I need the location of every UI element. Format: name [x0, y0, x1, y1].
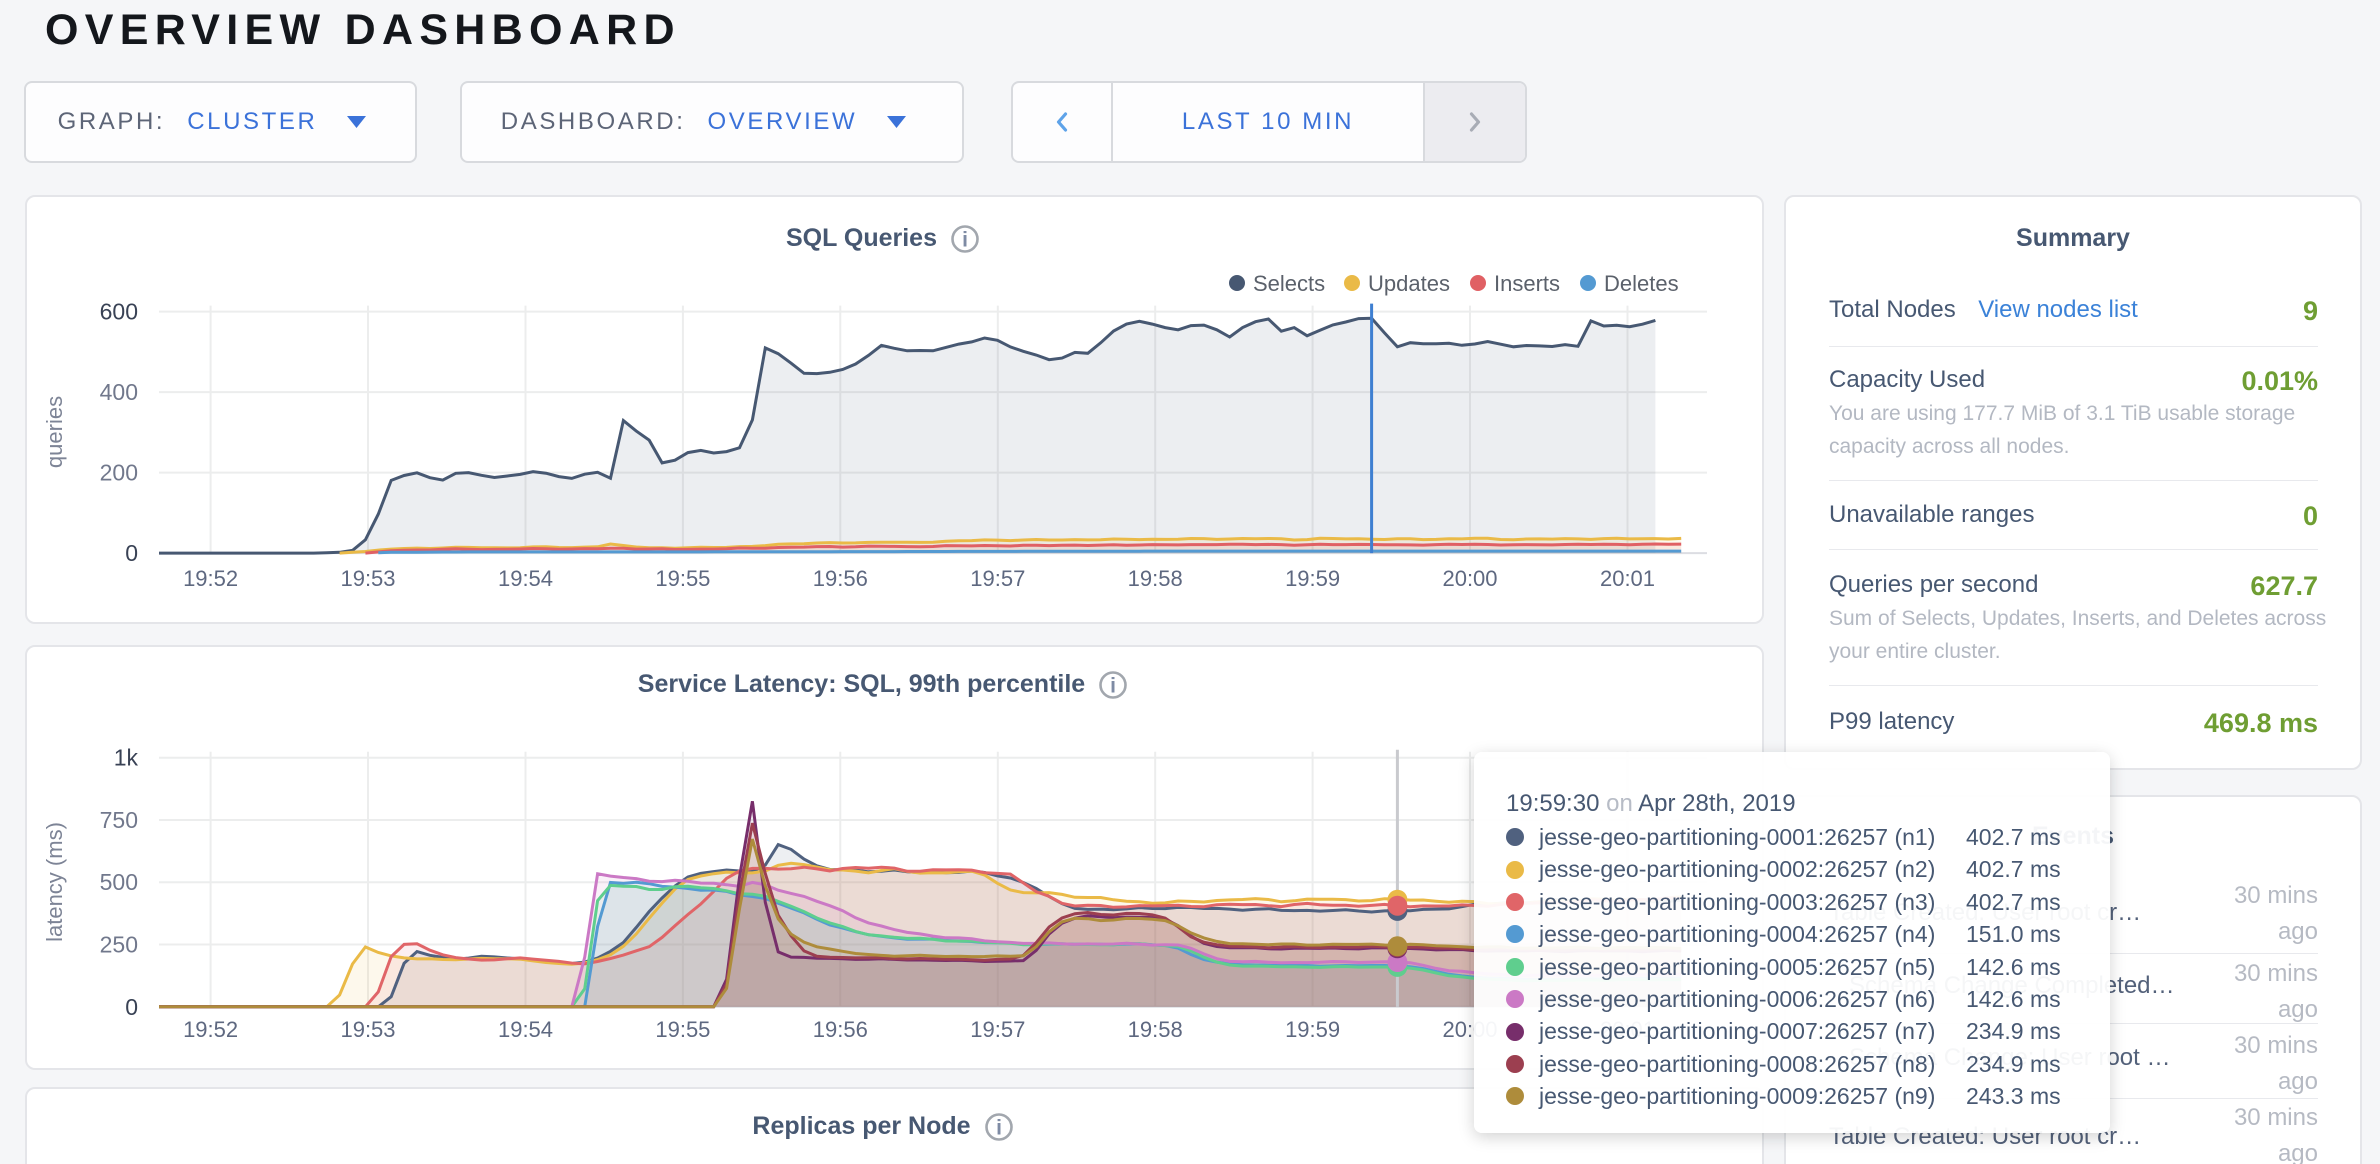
svg-text:19:58: 19:58	[1128, 566, 1183, 591]
svg-text:19:54: 19:54	[498, 566, 553, 591]
svg-text:latency (ms): latency (ms)	[42, 822, 67, 942]
svg-text:Updates: Updates	[1368, 271, 1450, 296]
svg-text:19:56: 19:56	[813, 566, 868, 591]
svg-text:20:00: 20:00	[1442, 566, 1497, 591]
svg-text:400: 400	[100, 379, 138, 405]
svg-text:500: 500	[100, 869, 138, 895]
svg-text:19:53: 19:53	[340, 1017, 395, 1042]
svg-text:250: 250	[100, 932, 138, 958]
svg-text:Inserts: Inserts	[1494, 271, 1560, 296]
svg-text:Selects: Selects	[1253, 271, 1325, 296]
svg-text:19:55: 19:55	[655, 1017, 710, 1042]
svg-text:19:52: 19:52	[183, 566, 238, 591]
svg-text:19:58: 19:58	[1128, 1017, 1183, 1042]
svg-text:Deletes: Deletes	[1604, 271, 1679, 296]
svg-text:19:57: 19:57	[970, 1017, 1025, 1042]
svg-text:19:59: 19:59	[1285, 1017, 1340, 1042]
svg-text:1k: 1k	[114, 745, 139, 771]
svg-text:19:56: 19:56	[813, 1017, 868, 1042]
svg-text:queries: queries	[42, 396, 67, 468]
svg-text:0: 0	[125, 540, 138, 566]
svg-text:19:54: 19:54	[498, 1017, 553, 1042]
svg-text:750: 750	[100, 807, 138, 833]
svg-text:19:57: 19:57	[970, 566, 1025, 591]
svg-text:19:59: 19:59	[1285, 566, 1340, 591]
svg-text:i: i	[1110, 674, 1116, 697]
svg-text:19:55: 19:55	[655, 566, 710, 591]
svg-text:i: i	[996, 1116, 1002, 1139]
svg-text:i: i	[962, 228, 968, 251]
svg-text:600: 600	[100, 299, 138, 325]
svg-text:20:01: 20:01	[1600, 566, 1655, 591]
svg-text:19:52: 19:52	[183, 1017, 238, 1042]
svg-text:200: 200	[100, 460, 138, 486]
svg-text:0: 0	[125, 994, 138, 1020]
svg-text:19:53: 19:53	[340, 566, 395, 591]
